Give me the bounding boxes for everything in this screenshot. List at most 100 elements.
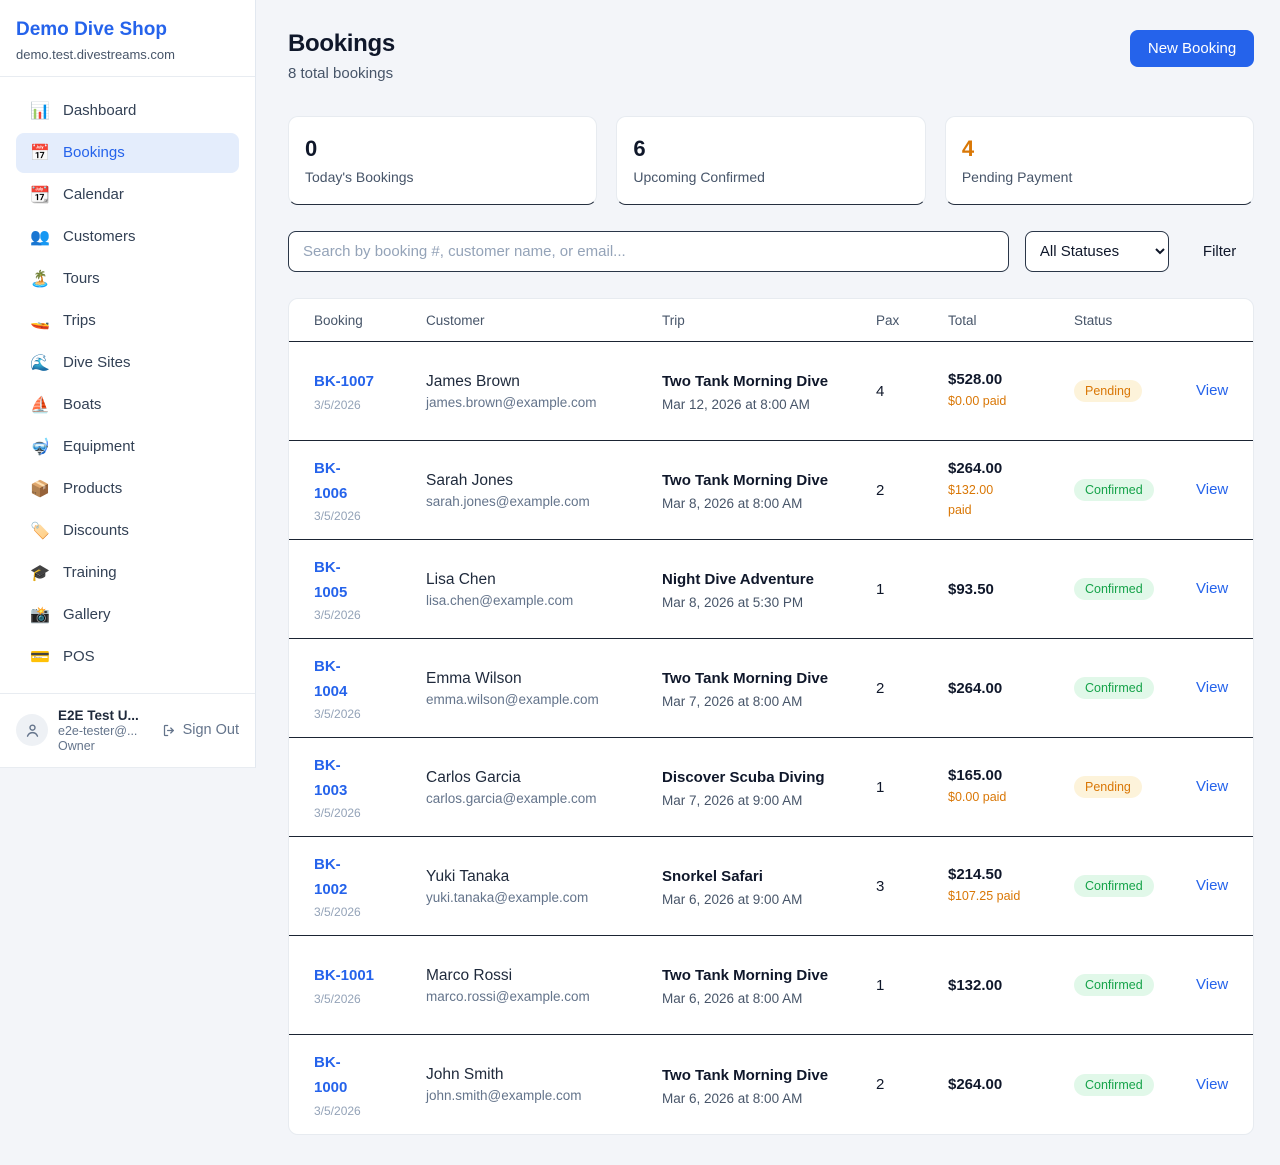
gallery-icon: 📸 bbox=[30, 606, 50, 624]
column-header-trip: Trip bbox=[662, 312, 685, 328]
trip-cell: Two Tank Morning Dive Mar 6, 2026 at 8:0… bbox=[662, 1064, 876, 1106]
trip-cell: Two Tank Morning Dive Mar 8, 2026 at 8:0… bbox=[662, 469, 876, 511]
booking-id-link[interactable]: BK- 1000 bbox=[314, 1054, 348, 1096]
products-icon: 📦 bbox=[30, 480, 50, 498]
sidebar-item-dive-sites[interactable]: 🌊 Dive Sites bbox=[16, 343, 239, 383]
total-cell: $214.50 $107.25 paid bbox=[948, 866, 1074, 906]
paid-amount: $0.00 paid bbox=[948, 393, 1007, 408]
view-link[interactable]: View bbox=[1196, 1075, 1229, 1093]
sidebar-item-label: Equipment bbox=[63, 438, 135, 456]
booking-id-link[interactable]: BK-1007 bbox=[314, 373, 375, 391]
sidebar-item-label: Dive Sites bbox=[63, 354, 131, 372]
sidebar-item-label: Calendar bbox=[63, 186, 124, 204]
sidebar-item-boats[interactable]: ⛵ Boats bbox=[16, 385, 239, 425]
new-booking-button[interactable]: New Booking bbox=[1129, 30, 1255, 67]
sidebar-item-label: POS bbox=[63, 648, 95, 666]
trip-cell: Two Tank Morning Dive Mar 7, 2026 at 8:0… bbox=[662, 667, 876, 709]
sidebar-nav: 📊 Dashboard 📅 Bookings 📆 Calendar 👥 Cust… bbox=[0, 77, 255, 693]
sidebar-item-bookings[interactable]: 📅 Bookings bbox=[16, 132, 239, 173]
page-subtitle: 8 total bookings bbox=[288, 65, 394, 82]
sidebar-item-products[interactable]: 📦 Products bbox=[16, 469, 239, 509]
booking-cell: BK-1001 3/5/2026 bbox=[314, 964, 426, 1006]
view-link[interactable]: View bbox=[1196, 877, 1229, 894]
trip-name: Two Tank Morning Dive bbox=[662, 472, 829, 489]
trip-name: Two Tank Morning Dive bbox=[662, 967, 829, 984]
search-input[interactable] bbox=[288, 231, 1009, 272]
filter-button[interactable]: Filter bbox=[1185, 235, 1254, 268]
booking-id-link[interactable]: BK- 1002 bbox=[314, 855, 348, 898]
customer-name: Marco Rossi bbox=[426, 966, 513, 984]
status-select[interactable]: All Statuses bbox=[1024, 231, 1169, 272]
table-row: BK- 1003 3/5/2026 Carlos Garcia carlos.g… bbox=[289, 738, 1254, 837]
brand-name: Demo Dive Shop bbox=[16, 19, 167, 40]
page-header-text: Bookings 8 total bookings bbox=[288, 30, 395, 82]
dive-sites-icon: 🌊 bbox=[30, 354, 50, 372]
status-badge: Confirmed bbox=[1074, 578, 1154, 600]
pax-cell: 1 bbox=[876, 580, 885, 598]
trip-time: Mar 6, 2026 at 9:00 AM bbox=[662, 892, 803, 907]
booking-id-link[interactable]: BK- 1005 bbox=[314, 558, 348, 601]
sidebar-item-trips[interactable]: 🚤 Trips bbox=[16, 301, 239, 341]
total-amount: $264.00 bbox=[948, 460, 1003, 478]
view-link[interactable]: View bbox=[1196, 679, 1229, 696]
status-badge: Confirmed bbox=[1074, 1073, 1154, 1096]
status-cell: Confirmed bbox=[1074, 479, 1196, 501]
user-name: E2E Test U... bbox=[58, 707, 139, 723]
sidebar-item-pos[interactable]: 💳 POS bbox=[16, 637, 239, 677]
booking-date: 3/5/2026 bbox=[314, 608, 361, 623]
trip-name: Two Tank Morning Dive bbox=[662, 1066, 829, 1084]
actions-cell: View bbox=[1196, 679, 1228, 697]
trip-name: Snorkel Safari bbox=[662, 868, 763, 885]
user-box: E2E Test U... e2e-tester@... Owner Sign … bbox=[0, 692, 255, 767]
booking-date: 3/5/2026 bbox=[314, 1103, 361, 1118]
paid-amount: $132.00 paid bbox=[948, 483, 994, 517]
view-link[interactable]: View bbox=[1196, 778, 1229, 795]
sidebar-item-calendar[interactable]: 📆 Calendar bbox=[16, 175, 239, 215]
sidebar-item-discounts[interactable]: 🏷️ Discounts bbox=[16, 511, 239, 551]
status-cell: Confirmed bbox=[1074, 875, 1196, 897]
status-badge: Confirmed bbox=[1074, 677, 1154, 699]
customer-email: john.smith@example.com bbox=[426, 1088, 582, 1103]
sign-out-button[interactable]: Sign Out bbox=[162, 722, 239, 738]
sidebar-item-dashboard[interactable]: 📊 Dashboard bbox=[16, 91, 239, 131]
trip-time: Mar 6, 2026 at 8:00 AM bbox=[662, 1090, 803, 1106]
status-cell: Confirmed bbox=[1074, 1073, 1196, 1096]
booking-id-link[interactable]: BK- 1004 bbox=[314, 657, 348, 700]
view-link[interactable]: View bbox=[1196, 481, 1229, 498]
table-body: BK-1007 3/5/2026 James Brown james.brown… bbox=[289, 342, 1254, 1134]
column-header-pax: Pax bbox=[876, 312, 900, 328]
sidebar-item-label: Dashboard bbox=[63, 102, 137, 120]
sidebar-item-training[interactable]: 🎓 Training bbox=[16, 553, 239, 593]
calendar-icon: 📆 bbox=[30, 186, 50, 204]
table-row: BK- 1000 3/5/2026 John Smith john.smith@… bbox=[289, 1035, 1253, 1134]
sidebar-item-customers[interactable]: 👥 Customers bbox=[16, 217, 239, 257]
trips-icon: 🚤 bbox=[30, 312, 50, 330]
total-amount: $165.00 bbox=[948, 766, 1003, 784]
booking-id-link[interactable]: BK-1001 bbox=[314, 967, 375, 985]
view-link[interactable]: View bbox=[1196, 580, 1229, 597]
trip-name: Two Tank Morning Dive bbox=[662, 373, 829, 390]
view-link[interactable]: View bbox=[1196, 976, 1229, 993]
customer-name: Emma Wilson bbox=[426, 669, 522, 687]
pax-cell: 1 bbox=[876, 778, 885, 796]
page-title: Bookings bbox=[288, 30, 395, 57]
customer-email: emma.wilson@example.com bbox=[426, 691, 599, 707]
sidebar-item-tours[interactable]: 🏝️ Tours bbox=[16, 259, 239, 299]
total-cell: $264.00 $132.00 paid bbox=[948, 460, 1074, 520]
status-badge: Confirmed bbox=[1074, 479, 1154, 501]
sidebar-item-label: Bookings bbox=[63, 144, 125, 162]
sidebar-item-label: Customers bbox=[63, 228, 136, 246]
status-badge: Confirmed bbox=[1074, 875, 1154, 897]
pax-cell: 3 bbox=[876, 877, 885, 895]
stat-label: Upcoming Confirmed bbox=[633, 169, 765, 185]
booking-cell: BK- 1003 3/5/2026 bbox=[314, 754, 426, 821]
sidebar-item-gallery[interactable]: 📸 Gallery bbox=[16, 595, 239, 635]
total-cell: $93.50 bbox=[948, 581, 1074, 598]
customer-email: lisa.chen@example.com bbox=[426, 592, 574, 608]
booking-date: 3/5/2026 bbox=[314, 991, 361, 1006]
view-link[interactable]: View bbox=[1196, 382, 1229, 399]
booking-id-link[interactable]: BK- 1003 bbox=[314, 756, 348, 799]
booking-id-link[interactable]: BK- 1006 bbox=[314, 459, 348, 502]
stat-label: Today's Bookings bbox=[305, 169, 414, 185]
sidebar-item-equipment[interactable]: 🤿 Equipment bbox=[16, 427, 239, 467]
